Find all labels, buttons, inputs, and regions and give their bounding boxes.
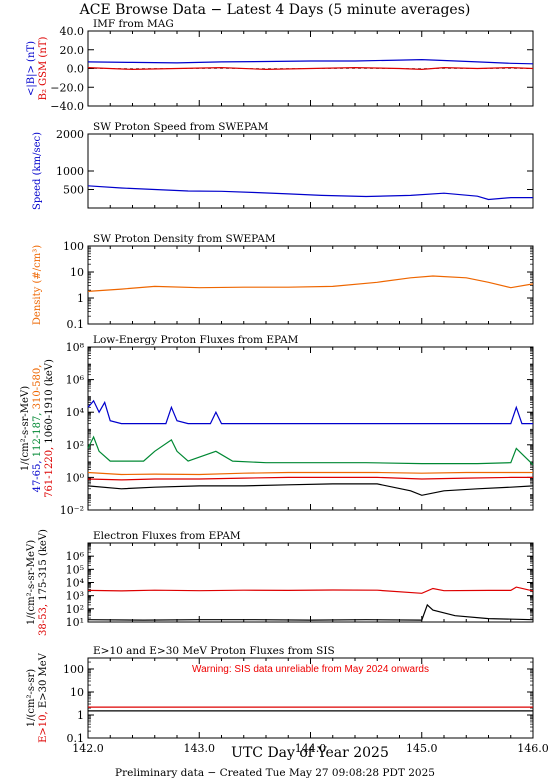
y-axis-label: Speed (km/sec) bbox=[32, 132, 43, 210]
y-axis-label: 1/(cm²-s-sr-MeV) bbox=[26, 540, 37, 625]
panel-title: SW Proton Density from SWEPAM bbox=[93, 233, 276, 245]
panel-title: IMF from MAG bbox=[93, 18, 174, 30]
y-tick-label: 1 bbox=[77, 292, 84, 305]
y-axis-label: Density (#/cm³) bbox=[32, 245, 43, 325]
y-axis-label-part: B₂ GSM (nT) bbox=[38, 37, 49, 101]
series-line-red bbox=[87, 586, 534, 594]
y-tick-label: 10⁻² bbox=[60, 504, 84, 517]
y-tick-label: −20.0 bbox=[50, 81, 84, 94]
y-tick-label: 10⁴ bbox=[66, 406, 85, 419]
y-tick-label: 10¹ bbox=[66, 616, 84, 629]
y-tick-label: 10⁵ bbox=[66, 563, 84, 576]
y-tick-label: 2000 bbox=[56, 128, 84, 141]
warning-annotation: Warning: SIS data unreliable from May 20… bbox=[192, 664, 429, 675]
y-axis-label-part: 1060-1910 (keV) bbox=[44, 359, 55, 447]
x-tick-label: 143.0 bbox=[184, 742, 216, 755]
y-axis-label: 38-53, 175-315 (keV) bbox=[38, 529, 49, 636]
y-tick-label: 0.0 bbox=[67, 63, 85, 76]
y-axis-label-part: 310-580, bbox=[32, 365, 43, 413]
y-axis-label-part: 47-65, bbox=[32, 460, 43, 492]
panel-4: 10⁸ 10⁶ 10⁴ 10² 10⁰ 10⁻² Low-Energy Proton Flu… bbox=[20, 334, 534, 517]
x-tick-label: 145.0 bbox=[406, 742, 438, 755]
y-tick-label: 10⁶ bbox=[66, 550, 85, 563]
y-axis-label: E>10, E>30 MeV bbox=[38, 652, 49, 743]
y-tick-label: 20.0 bbox=[60, 44, 85, 57]
panel-title: E>10 and E>30 MeV Proton Fluxes from SIS bbox=[93, 645, 335, 657]
y-axis-label-part: Density (#/cm³) bbox=[32, 245, 43, 325]
x-tick-label: 146.0 bbox=[517, 742, 549, 755]
y-tick-label: 10⁶ bbox=[66, 374, 85, 387]
y-axis-label-part: 38-53, bbox=[38, 604, 49, 636]
y-axis-label-part: <|B|> (nT) bbox=[26, 41, 37, 96]
y-axis-label-part: E>10, bbox=[38, 711, 49, 743]
series-line-green bbox=[87, 435, 534, 466]
series-line-blue bbox=[87, 185, 533, 201]
y-tick-label: 10² bbox=[66, 603, 84, 616]
y-axis-label: <|B|> (nT) bbox=[26, 41, 37, 96]
panel-3: 100 10 1 0.1 SW Proton Density from SWEPAM De… bbox=[32, 233, 534, 331]
y-tick-label: 10⁸ bbox=[66, 341, 85, 354]
y-tick-label: 40.0 bbox=[60, 25, 85, 38]
panel-6: 100 10 1 0.1 E>10 and E>30 MeV Proton Fluxes… bbox=[26, 645, 549, 755]
y-axis-label-part: 1/(cm²-s-sr) bbox=[26, 669, 37, 728]
series-line-red bbox=[87, 66, 534, 71]
y-tick-label: 100 bbox=[63, 240, 84, 253]
panel-title: SW Proton Speed from SWEPAM bbox=[93, 121, 269, 133]
y-axis-label-part: Speed (km/sec) bbox=[32, 132, 43, 210]
y-tick-label: 10² bbox=[66, 439, 84, 452]
panel-title: Low-Energy Proton Fluxes from EPAM bbox=[93, 334, 299, 346]
series-line-red bbox=[87, 476, 533, 481]
series-line-black bbox=[87, 483, 534, 496]
y-tick-label: 10³ bbox=[66, 590, 84, 603]
panel-title: Electron Fluxes from EPAM bbox=[93, 530, 241, 542]
y-axis-label-part: 1/(cm²-s-sr-MeV) bbox=[26, 540, 37, 625]
x-tick-label: 142.0 bbox=[72, 742, 104, 755]
y-axis-label: 47-65, 112-187, 310-580, bbox=[32, 365, 43, 493]
y-axis-label-part: 112-187, bbox=[32, 412, 43, 460]
y-tick-label: 0.1 bbox=[67, 318, 85, 331]
footer-note: Preliminary data − Created Tue May 27 09… bbox=[115, 767, 435, 779]
panel-1: 40.0 20.0 0.0 −20.0 −40.0 IMF from MAG <|B|> (… bbox=[26, 18, 534, 113]
y-tick-label: 500 bbox=[63, 184, 84, 197]
y-tick-label: 1000 bbox=[56, 165, 84, 178]
x-tick-label: 144.0 bbox=[295, 742, 327, 755]
y-tick-label: 10 bbox=[70, 686, 84, 699]
series-line-black bbox=[87, 603, 534, 621]
y-tick-label: 10 bbox=[70, 266, 84, 279]
y-axis-label: 1/(cm²-s-sr) bbox=[26, 669, 37, 728]
series-line-orange bbox=[87, 471, 533, 476]
chart-title: ACE Browse Data − Latest 4 Days (5 minut… bbox=[79, 2, 471, 18]
y-axis-label-part: 1/(cm²-s-sr-MeV) bbox=[20, 386, 31, 471]
y-tick-label: 1 bbox=[77, 709, 84, 722]
y-axis-label-part: 175-315 (keV) bbox=[38, 529, 49, 604]
y-axis-label-part: E>30 MeV bbox=[38, 652, 49, 711]
panels: 40.0 20.0 0.0 −20.0 −40.0 IMF from MAG <|B|> (… bbox=[20, 18, 549, 755]
series-line-blue bbox=[87, 399, 533, 425]
y-tick-label: 10⁴ bbox=[66, 577, 85, 590]
y-axis-label: 1/(cm²-s-sr-MeV) bbox=[20, 386, 31, 471]
series-line-blue bbox=[87, 58, 534, 65]
y-tick-label: 10⁰ bbox=[66, 471, 85, 484]
series-line-orange bbox=[87, 275, 534, 292]
y-tick-label: 100 bbox=[63, 663, 84, 676]
x-axis-label: UTC Day of Year 2025 bbox=[231, 745, 389, 761]
y-tick-label: 0.1 bbox=[67, 732, 85, 745]
y-axis-label: 761-1220, 1060-1910 (keV) bbox=[44, 359, 55, 498]
y-tick-label: −40.0 bbox=[50, 100, 84, 113]
y-axis-label: B₂ GSM (nT) bbox=[38, 37, 49, 101]
y-axis-label-part: 761-1220, bbox=[44, 447, 55, 498]
panel-2: 2000 1000 500 SW Proton Speed from SWEPAM Sp… bbox=[32, 121, 534, 210]
